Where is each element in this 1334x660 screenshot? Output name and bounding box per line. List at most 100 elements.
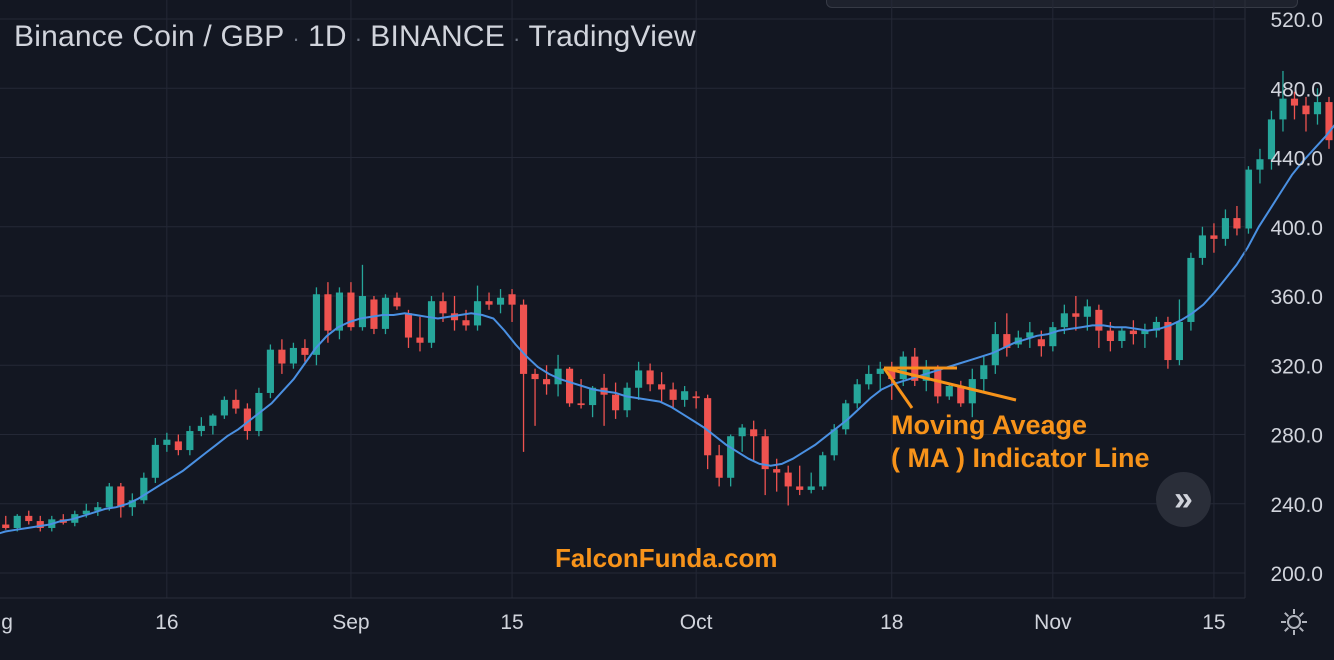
candle-body [669, 389, 677, 400]
candle-body [819, 455, 827, 487]
candle-body [542, 379, 551, 385]
candle-body [727, 436, 735, 478]
candle-body [807, 486, 815, 490]
candle-body [853, 384, 861, 404]
time-axis[interactable]: Aug 16 Sep 15 Oct 18 Nov 15 [0, 611, 1226, 634]
candle-body [1198, 235, 1206, 258]
candle-body [1118, 330, 1126, 342]
candle-body [1290, 98, 1299, 106]
double-chevron-right-icon: » [1174, 480, 1193, 518]
interval-label: 1D [307, 20, 347, 53]
candle-body [1095, 309, 1103, 331]
candle-body [335, 292, 344, 331]
price-tick-label: 480.0 [1270, 78, 1323, 101]
candle-body [1060, 313, 1068, 328]
candle-body [370, 299, 378, 329]
candle-body [1325, 102, 1333, 141]
candle-body [197, 425, 205, 432]
candle-body [324, 294, 332, 331]
candle-body [612, 394, 620, 411]
candle-body [1152, 321, 1160, 331]
candle-body [128, 500, 136, 508]
candle-body [209, 415, 217, 426]
candle-body [980, 365, 988, 380]
candle-body [1037, 339, 1045, 347]
title-separator: · [354, 26, 363, 51]
candle-body [312, 294, 320, 355]
candle-body [232, 399, 240, 409]
candle-body [94, 507, 102, 511]
candle-body [266, 349, 274, 393]
candle-body [876, 368, 884, 374]
candle-body [439, 301, 447, 314]
candle-body [347, 292, 355, 328]
candle-body [589, 387, 597, 406]
candle-body [991, 334, 999, 366]
candle-body [1233, 218, 1241, 229]
candle-body [1083, 306, 1091, 317]
candle-body [13, 515, 21, 528]
candle-body [1302, 105, 1310, 115]
candle-body [1267, 119, 1276, 160]
candle-body [773, 469, 781, 473]
ma-annotation: Moving Aveage ( MA ) Indicator Line [882, 366, 1150, 473]
candle-body [1106, 330, 1114, 342]
candle-body [105, 486, 113, 508]
candle-body [715, 455, 723, 478]
candle-body [381, 297, 390, 329]
annotation-line-1: Moving Aveage [891, 410, 1087, 440]
time-tick-label: 18 [880, 611, 903, 634]
candle-body [289, 347, 297, 364]
candle-body [243, 408, 251, 432]
ma-line [0, 124, 1334, 535]
candle-body [117, 486, 125, 508]
candle-body [393, 297, 401, 307]
candle-body [531, 373, 539, 380]
price-tick-label: 400.0 [1270, 217, 1323, 240]
candle-body [25, 515, 33, 522]
candle-body [888, 368, 896, 380]
candle-body [796, 486, 804, 490]
price-axis[interactable]: 520.0 480.0 440.0 400.0 360.0 320.0 280.0 240.0… [1270, 9, 1323, 586]
candle-body [82, 510, 90, 515]
source-label: TradingView [528, 20, 696, 53]
candle-body [1221, 218, 1230, 239]
candle-body [151, 444, 159, 478]
scroll-to-realtime-button[interactable]: » [1156, 472, 1211, 527]
candle-body [623, 387, 631, 411]
candle-body [646, 370, 654, 385]
candle-body [635, 370, 643, 388]
candle-body [761, 436, 769, 470]
candle-body [738, 427, 746, 437]
candle-body [278, 349, 286, 364]
candle-body [566, 368, 574, 404]
candle-body [1187, 257, 1195, 322]
candle-body [519, 304, 528, 374]
candle-body [301, 347, 309, 355]
candle-body [968, 379, 976, 404]
candle-body [681, 391, 689, 400]
candle-body [416, 337, 424, 343]
candle-body [358, 296, 367, 328]
candle-body [496, 297, 505, 305]
candle-body [220, 399, 228, 416]
candle-body [1279, 98, 1287, 120]
candle-body [462, 320, 470, 326]
candle-body [658, 384, 666, 390]
candle-body [945, 386, 953, 397]
time-tick-label: Sep [332, 611, 369, 634]
annotation-pointer-diagonal-left [882, 367, 914, 409]
candle-body [1026, 332, 1034, 338]
candle-body [1072, 313, 1080, 317]
title-separator: · [513, 26, 521, 51]
candle-body [1256, 159, 1264, 170]
candle-body [577, 403, 585, 406]
time-tick-label: Oct [680, 611, 713, 634]
candle-body [1129, 330, 1137, 335]
candle-body [750, 429, 758, 437]
top-panel-tab[interactable] [826, 0, 1298, 8]
chart-settings-button[interactable] [1278, 606, 1310, 638]
annotation-pointer-diagonal-right [883, 366, 1017, 402]
